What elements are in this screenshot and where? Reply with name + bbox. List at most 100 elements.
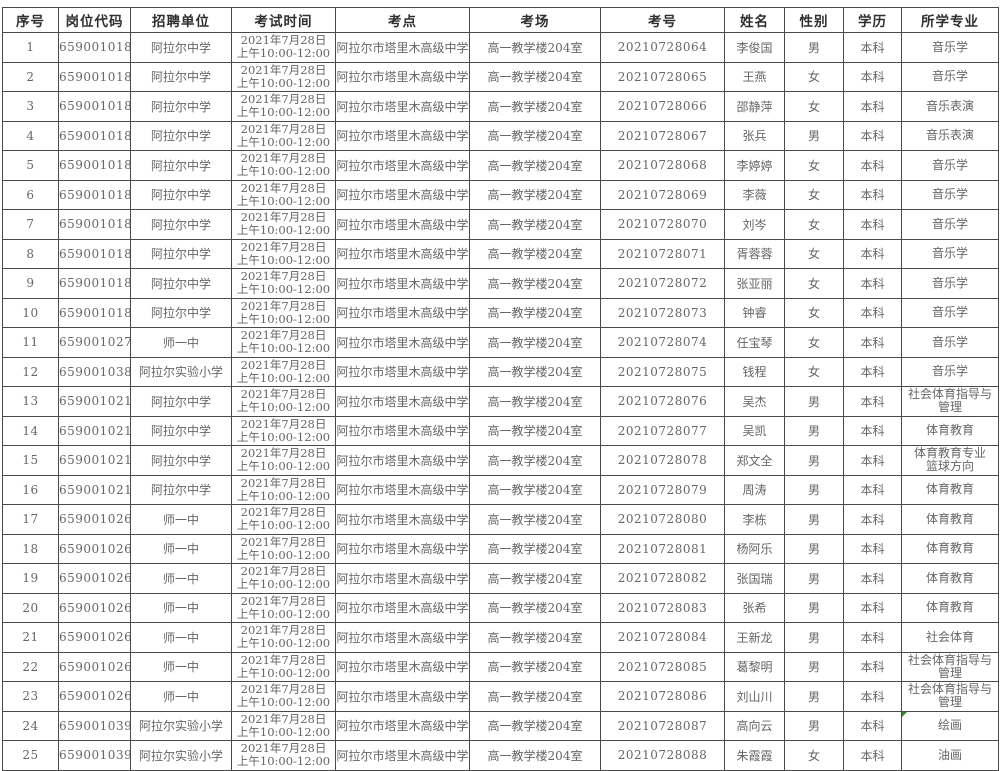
cell-room: 高一教学楼204室 <box>469 415 601 446</box>
cell-education: 本科 <box>843 327 902 358</box>
cell-name: 高向云 <box>724 710 785 741</box>
cell-name: 郑文全 <box>724 445 785 476</box>
cell-no: 17 <box>2 504 59 535</box>
cell-time: 2021年7月28日 上午10:00-12:00 <box>231 651 336 682</box>
cell-no: 10 <box>2 297 59 328</box>
cell-gender: 男 <box>784 681 844 712</box>
cell-room: 高一教学楼204室 <box>469 356 601 387</box>
cell-name: 王燕 <box>724 61 785 92</box>
cell-room: 高一教学楼204室 <box>469 150 601 181</box>
cell-site: 阿拉尔市塔里木高级中学 <box>335 740 470 771</box>
cell-time: 2021年7月28日 上午10:00-12:00 <box>231 740 336 771</box>
cell-education: 本科 <box>843 356 902 387</box>
table-row: 24 659001039 阿拉尔实验小学 2021年7月28日 上午10:00-12:… <box>2 710 999 741</box>
cell-unit: 师一中 <box>130 533 232 564</box>
cell-no: 24 <box>2 710 59 741</box>
cell-name: 李俊国 <box>724 32 785 63</box>
column-header-unit: 招聘单位 <box>130 7 232 33</box>
cell-code: 659001018 <box>58 91 131 122</box>
cell-code: 659001018 <box>58 150 131 181</box>
cell-major: 体育教育 <box>901 592 999 623</box>
cell-room: 高一教学楼204室 <box>469 61 601 92</box>
cell-unit: 阿拉尔中学 <box>130 268 232 299</box>
table-row: 16 659001021 阿拉尔中学 2021年7月28日 上午10:00-12:00… <box>2 474 999 505</box>
cell-time: 2021年7月28日 上午10:00-12:00 <box>231 356 336 387</box>
cell-major: 体育教育 <box>901 415 999 446</box>
cell-room: 高一教学楼204室 <box>469 91 601 122</box>
table-row: 25 659001039 阿拉尔实验小学 2021年7月28日 上午10:00-12:… <box>2 740 999 771</box>
cell-name: 张国瑞 <box>724 563 785 594</box>
cell-education: 本科 <box>843 681 902 712</box>
cell-time: 2021年7月28日 上午10:00-12:00 <box>231 268 336 299</box>
cell-unit: 师一中 <box>130 504 232 535</box>
cell-number: 20210728068 <box>600 150 725 181</box>
cell-site: 阿拉尔市塔里木高级中学 <box>335 592 470 623</box>
cell-gender: 女 <box>784 209 844 240</box>
cell-major: 绘画 <box>901 710 999 741</box>
cell-name: 朱霞霞 <box>724 740 785 771</box>
cell-code: 659001026 <box>58 533 131 564</box>
cell-code: 659001018 <box>58 209 131 240</box>
table-row: 5 659001018 阿拉尔中学 2021年7月28日 上午10:00-12:00 阿… <box>2 150 999 181</box>
cell-gender: 女 <box>784 740 844 771</box>
cell-no: 6 <box>2 179 59 210</box>
cell-number: 20210728070 <box>600 209 725 240</box>
cell-major: 社会体育指导与管理 <box>901 681 999 712</box>
cell-education: 本科 <box>843 238 902 269</box>
cell-time: 2021年7月28日 上午10:00-12:00 <box>231 533 336 564</box>
cell-unit: 阿拉尔中学 <box>130 209 232 240</box>
cell-unit: 阿拉尔中学 <box>130 150 232 181</box>
cell-number: 20210728075 <box>600 356 725 387</box>
cell-room: 高一教学楼204室 <box>469 179 601 210</box>
cell-major: 音乐学 <box>901 268 999 299</box>
cell-education: 本科 <box>843 592 902 623</box>
cell-education: 本科 <box>843 268 902 299</box>
cell-room: 高一教学楼204室 <box>469 297 601 328</box>
cell-major: 音乐学 <box>901 327 999 358</box>
cell-major: 音乐学 <box>901 356 999 387</box>
table-row: 2 659001018 阿拉尔中学 2021年7月28日 上午10:00-12:00 阿… <box>2 61 999 92</box>
cell-name: 张亚丽 <box>724 268 785 299</box>
cell-site: 阿拉尔市塔里木高级中学 <box>335 681 470 712</box>
table-row: 8 659001018 阿拉尔中学 2021年7月28日 上午10:00-12:00 阿… <box>2 238 999 269</box>
cell-name: 钟睿 <box>724 297 785 328</box>
cell-education: 本科 <box>843 150 902 181</box>
cell-time: 2021年7月28日 上午10:00-12:00 <box>231 592 336 623</box>
cell-code: 659001026 <box>58 651 131 682</box>
cell-number: 20210728067 <box>600 120 725 151</box>
cell-site: 阿拉尔市塔里木高级中学 <box>335 356 470 387</box>
cell-room: 高一教学楼204室 <box>469 386 601 417</box>
cell-education: 本科 <box>843 563 902 594</box>
cell-education: 本科 <box>843 91 902 122</box>
table-row: 14 659001021 阿拉尔中学 2021年7月28日 上午10:00-12:00… <box>2 415 999 446</box>
cell-name: 周涛 <box>724 474 785 505</box>
cell-unit: 阿拉尔中学 <box>130 474 232 505</box>
cell-unit: 阿拉尔中学 <box>130 120 232 151</box>
cell-code: 659001026 <box>58 504 131 535</box>
cell-code: 659001039 <box>58 740 131 771</box>
cell-number: 20210728076 <box>600 386 725 417</box>
cell-room: 高一教学楼204室 <box>469 268 601 299</box>
cell-education: 本科 <box>843 740 902 771</box>
cell-time: 2021年7月28日 上午10:00-12:00 <box>231 209 336 240</box>
cell-gender: 男 <box>784 474 844 505</box>
cell-time: 2021年7月28日 上午10:00-12:00 <box>231 238 336 269</box>
cell-name: 杨阿乐 <box>724 533 785 564</box>
cell-gender: 女 <box>784 297 844 328</box>
cell-gender: 男 <box>784 120 844 151</box>
header-row: 序号 岗位代码 招聘单位 考试时间 考点 考场 考号 姓名 性别 学历 所学专业 <box>2 7 999 33</box>
cell-room: 高一教学楼204室 <box>469 445 601 476</box>
exam-roster-table: 序号 岗位代码 招聘单位 考试时间 考点 考场 考号 姓名 性别 学历 所学专业 1 65900101… <box>2 7 999 771</box>
table-row: 1 659001018 阿拉尔中学 2021年7月28日 上午10:00-12:00 阿… <box>2 32 999 63</box>
cell-gender: 女 <box>784 179 844 210</box>
cell-gender: 男 <box>784 504 844 535</box>
cell-unit: 阿拉尔中学 <box>130 179 232 210</box>
table-row: 17 659001026 师一中 2021年7月28日 上午10:00-12:00 阿拉… <box>2 504 999 535</box>
cell-time: 2021年7月28日 上午10:00-12:00 <box>231 563 336 594</box>
cell-number: 20210728087 <box>600 710 725 741</box>
cell-code: 659001021 <box>58 474 131 505</box>
column-header-gender: 性别 <box>784 7 844 33</box>
cell-number: 20210728082 <box>600 563 725 594</box>
cell-gender: 女 <box>784 268 844 299</box>
cell-room: 高一教学楼204室 <box>469 327 601 358</box>
